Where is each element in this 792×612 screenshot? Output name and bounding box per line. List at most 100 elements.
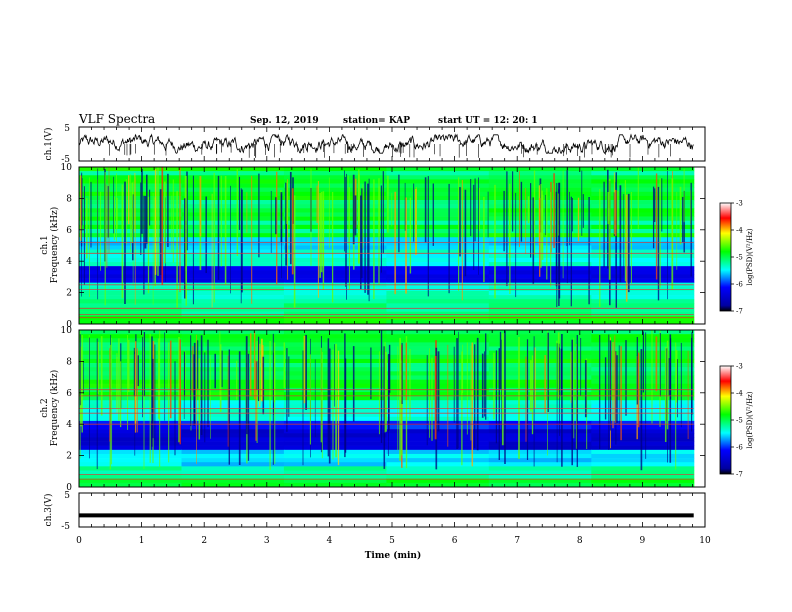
spectrogram-cell [591, 195, 695, 201]
colorbar-tick-label: -4 [736, 227, 743, 235]
spectrogram-cell [181, 470, 285, 475]
spectrogram-cell [283, 212, 387, 217]
spectrogram-cell [488, 412, 592, 418]
spectrogram-cell [386, 266, 490, 271]
spectrogram-cell [283, 274, 387, 279]
panel-ch1-waveform: 5 -5 ch.1(V) [43, 124, 706, 165]
spectrogram-cell [488, 342, 592, 347]
x-tick-label: 4 [327, 536, 333, 546]
spectrogram-cell [591, 449, 695, 455]
spectrogram-cell [591, 212, 695, 217]
spectrogram-cell [79, 412, 182, 418]
spectrogram-cell [181, 375, 285, 380]
spectrogram-cell [386, 249, 490, 255]
spectrogram-cell [283, 466, 387, 471]
spectrogram-cell [488, 371, 592, 376]
x-tick-label: 8 [577, 536, 583, 546]
spectrogram-cell [386, 474, 490, 480]
spectrogram-cell [79, 375, 182, 380]
spectrogram-cell [79, 453, 182, 459]
spectrogram-cell [79, 482, 182, 488]
spectrogram-cell [386, 299, 490, 304]
colorbar-tick-label: -5 [736, 417, 743, 425]
y-tick-label: 0 [66, 320, 72, 330]
ch2-spectrogram-ylabel-channel: ch.2 [40, 398, 50, 417]
spectrogram-cell [591, 171, 695, 176]
y-tick-label: 4 [66, 420, 72, 430]
spectrogram-cell [386, 167, 490, 172]
spectrogram-cell [591, 371, 695, 376]
spectrogram-cell [488, 278, 592, 283]
spectrogram-cell [591, 441, 695, 446]
spectrogram-cell [591, 257, 695, 263]
ch2-spectrogram-ylabel-frequency: Frequency (kHz) [49, 370, 60, 447]
spectrogram-cell [79, 311, 182, 317]
spectrogram-cell [181, 363, 285, 368]
spectrogram-cell [591, 391, 695, 397]
spectrogram-cell [386, 346, 490, 351]
spectrogram-cell [488, 299, 592, 304]
spectrogram-cell [386, 311, 490, 317]
ch3-waveform-ylabel: ch.3(V) [43, 494, 54, 527]
spectrogram-cell [488, 429, 592, 434]
spectrogram-cell [181, 482, 285, 488]
spectrogram-cell [386, 458, 490, 463]
spectrogram-cell [488, 404, 592, 409]
spectrogram-cell [591, 342, 695, 347]
spectrogram-cell [591, 303, 695, 308]
spectrogram-cell [181, 478, 285, 484]
spectrogram-cell [488, 290, 592, 296]
spectrogram-cell [283, 311, 387, 317]
spectrogram-cell [591, 295, 695, 300]
spectrogram-cell [386, 191, 490, 197]
spectrogram-cell [488, 458, 592, 463]
spectrogram-cell [181, 220, 285, 226]
spectrogram-cell [386, 220, 490, 226]
ch1-spectrogram-ylabel-channel: ch.1 [40, 235, 50, 254]
spectrogram-cell [488, 400, 592, 405]
spectrogram-cell [386, 270, 490, 275]
spectrogram-cell [591, 278, 695, 283]
spectrogram-cell [488, 350, 592, 356]
spectrogram-cell [386, 437, 490, 442]
date-label: Sep. 12, 2019 [250, 116, 319, 126]
spectrogram-cell [283, 175, 387, 180]
spectrogram-cell [591, 379, 695, 385]
header: VLF Spectra Sep. 12, 2019 station= KAP s… [78, 112, 538, 126]
spectrogram-cell [79, 474, 182, 480]
spectrogram-cell [79, 449, 182, 455]
spectrogram-cell [386, 338, 490, 343]
spectrogram-cell [283, 183, 387, 188]
ch1-spectrogram-ylabel-frequency: Frequency (kHz) [49, 207, 60, 284]
spectrogram-cell [386, 241, 490, 246]
spectrogram-cell [181, 191, 285, 197]
spectrogram-cell [386, 462, 490, 467]
spectrogram-cell [488, 311, 592, 317]
spectrogram-cell [181, 303, 285, 308]
spectrogram-cell [79, 342, 182, 347]
colorbar-ch2: -3 -4 -5 -6 -7 log(PSD)(V²/Hz) [719, 363, 754, 479]
spectrogram-cell [283, 187, 387, 193]
spectrogram-cell [591, 458, 695, 463]
ch1-waveform-trace [78, 133, 694, 155]
spectrogram-cell [283, 224, 387, 230]
spectrogram-cell [488, 379, 592, 385]
spectrogram-cell [386, 330, 490, 335]
spectrogram-cell [283, 241, 387, 246]
spectrogram-cell [488, 303, 592, 308]
spectrogram-cell [181, 290, 285, 296]
spectrogram-cell [488, 391, 592, 397]
spectrogram-cell [79, 379, 182, 385]
spectrogram-cell [79, 420, 182, 426]
spectrogram-cell [79, 278, 182, 283]
spectrogram-cell [283, 482, 387, 488]
spectrogram-cell [386, 441, 490, 446]
x-tick-label: 3 [264, 536, 270, 546]
spectrogram-cell [591, 224, 695, 230]
spectrogram-cell [386, 183, 490, 188]
start-time-label: start UT = 12: 20: 1 [438, 116, 538, 126]
spectrogram-cell [591, 400, 695, 405]
spectrogram-cell [79, 383, 182, 389]
spectrogram-cell [283, 299, 387, 304]
spectrogram-cell [591, 334, 695, 339]
